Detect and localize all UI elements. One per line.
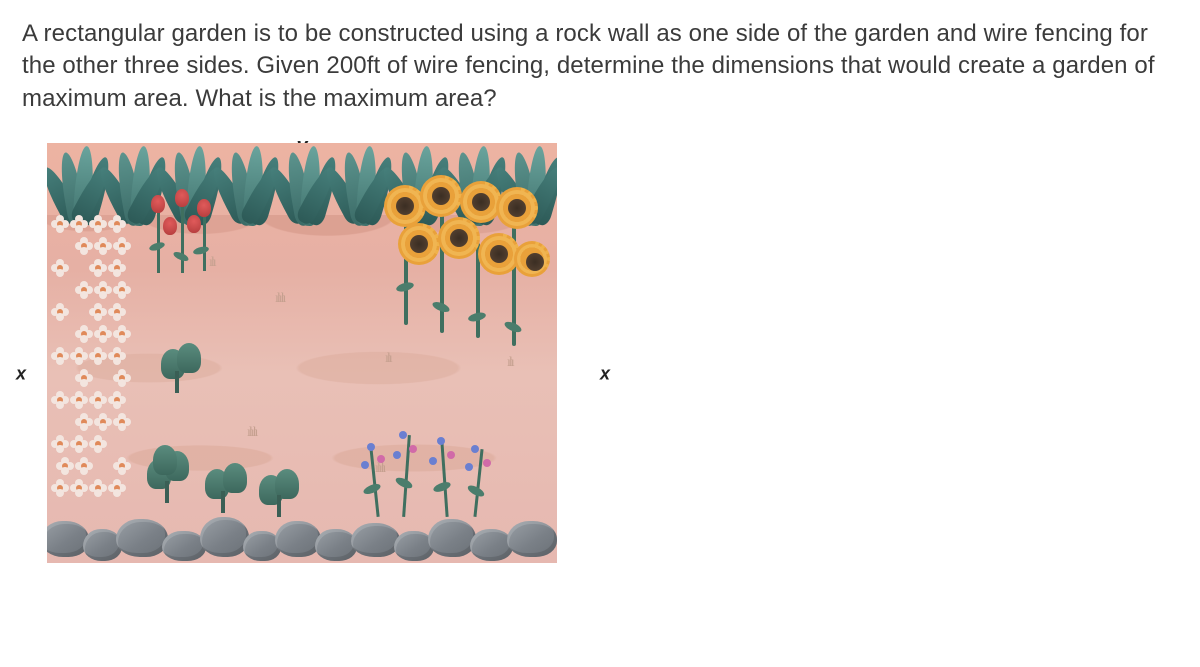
grass-tuft: ılılı	[247, 425, 256, 441]
bush	[143, 445, 193, 503]
question-text: A rectangular garden is to be constructe…	[22, 18, 1178, 115]
bush	[199, 455, 249, 513]
rock-wall	[47, 511, 557, 563]
sunflower-cluster	[376, 183, 551, 353]
grass-tuft: ılı	[209, 255, 215, 271]
rose-cluster	[147, 195, 237, 290]
bush	[255, 459, 305, 517]
grass-tuft: ılı	[385, 351, 391, 367]
blue-flower-cluster	[359, 427, 509, 517]
garden-illustration: ılılı ılı ılılı ılılı ılı ılı	[47, 143, 557, 563]
bush	[153, 335, 203, 393]
label-x-right: x	[600, 364, 610, 385]
pink-flower-column	[51, 215, 135, 515]
grass-tuft: ılılı	[275, 291, 284, 307]
grass-tuft: ılı	[507, 355, 513, 371]
garden-figure: y x x	[22, 143, 582, 563]
label-x-left: x	[16, 364, 26, 385]
